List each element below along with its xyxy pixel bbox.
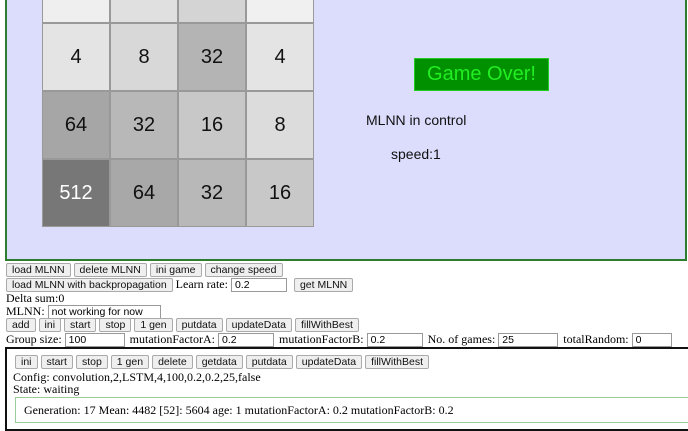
total-random-input[interactable] [631,332,672,347]
update-data-button[interactable]: updateData [225,318,292,332]
group-size-label: Group size: [6,332,62,346]
toolbar-row-1: load MLNN delete MLNN ini game change sp… [6,263,283,277]
panel-toolbar: ini start stop 1 gen delete getdata putd… [15,355,430,369]
learn-rate-label: Learn rate: [175,277,228,291]
mutation-b-input[interactable] [366,332,423,347]
tile [247,0,313,22]
delete-mlnn-button[interactable]: delete MLNN [73,263,147,277]
get-mlnn-button[interactable]: get MLNN [293,277,354,292]
mlnn-row: MLNN: [6,304,165,319]
group-size-input[interactable] [64,332,125,347]
putdata-button[interactable]: putdata [175,318,223,332]
tile: 16 [179,92,245,158]
panel-ini-button[interactable]: ini [15,355,38,369]
tile: 4 [43,24,109,90]
toolbar-row-3: add ini start stop 1 gen putdata updateD… [6,318,359,332]
panel-getdata-button[interactable]: getdata [195,355,243,369]
speed-label: speed:1 [391,146,441,162]
toolbar-row-2: load MLNN with backpropagation Learn rat… [6,277,354,292]
mlnn-label: MLNN: [6,304,45,318]
games-input[interactable] [498,332,559,347]
panel-fill-with-best-button[interactable]: fillWithBest [365,355,430,369]
state-text: State: waiting [13,382,80,396]
start-button[interactable]: start [64,318,97,332]
one-gen-button[interactable]: 1 gen [134,318,173,332]
game-area: 4 8 32 4 64 32 16 8 512 64 32 16 Game Over! MLNN in… [5,0,687,261]
panel-start-button[interactable]: start [40,355,73,369]
tile: 32 [111,92,177,158]
total-random-label: totalRandom: [563,332,629,346]
tile: 4 [247,24,313,90]
game-over-banner: Game Over! [414,58,549,91]
panel-delete-button[interactable]: delete [152,355,193,369]
tile [111,0,177,22]
settings-row: Group size: mutationFactorA: mutationFac… [6,332,676,347]
mutation-a-input[interactable] [217,332,274,347]
add-button[interactable]: add [6,318,36,332]
ini-button[interactable]: ini [38,318,62,332]
tile: 8 [247,92,313,158]
tile: 32 [179,160,245,226]
tile [179,0,245,22]
tile [43,0,109,22]
games-label: No. of games: [427,332,496,346]
tile: 8 [111,24,177,90]
mlnn-input[interactable] [47,304,161,319]
load-mlnn-button[interactable]: load MLNN [6,263,71,277]
change-speed-button[interactable]: change speed [204,263,283,277]
fill-with-best-button[interactable]: fillWithBest [294,318,359,332]
learn-rate-input[interactable] [230,277,287,292]
panel-stop-button[interactable]: stop [75,355,108,369]
tile: 64 [111,160,177,226]
ini-game-button[interactable]: ini game [149,263,202,277]
panel-putdata-button[interactable]: putdata [245,355,293,369]
tile: 512 [43,160,109,226]
control-status: MLNN in control [366,112,467,128]
tile: 64 [43,92,109,158]
generation-info: Generation: 17 Mean: 4482 [52]: 5604 age… [15,397,688,423]
tile: 16 [247,160,313,226]
population-panel: ini start stop 1 gen delete getdata putd… [5,347,688,431]
panel-one-gen-button[interactable]: 1 gen [110,355,150,369]
mutation-a-label: mutationFactorA: [129,332,215,346]
panel-update-data-button[interactable]: updateData [295,355,363,369]
config-text: Config: convolution,2,LSTM,4,100,0.2,0.2… [13,370,261,384]
game-board: 4 8 32 4 64 32 16 8 512 64 32 16 [42,0,314,227]
mutation-b-label: mutationFactorB: [278,332,364,346]
stop-button[interactable]: stop [99,318,132,332]
delta-sum: Delta sum:0 [6,291,65,305]
tile: 32 [179,24,245,90]
load-backprop-button[interactable]: load MLNN with backpropagation [6,277,173,292]
